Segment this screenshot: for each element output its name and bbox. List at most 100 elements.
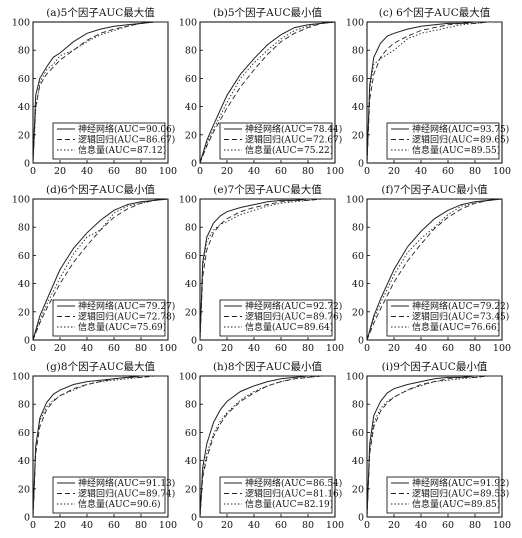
legend-label: 神经网络(AUC=92.72) [245,300,342,312]
y-tick-label: 100 [179,195,197,206]
roc-curve-series-3 [32,375,168,518]
roc-curve-series-3 [199,21,336,164]
x-tick-label: 80 [469,343,481,354]
y-tick-label: 60 [185,251,197,262]
legend-label: 逻辑回归(AUC=86.67) [78,134,175,146]
x-tick-label: 60 [108,343,120,354]
y-tick-label: 80 [185,400,197,411]
y-tick-label: 40 [18,102,30,113]
roc-curve-series-3 [199,198,335,341]
y-tick-label: 40 [185,102,197,113]
legend-label: 信息量(AUC=89.85) [412,498,500,510]
x-tick-label: 80 [302,343,314,354]
x-tick-label: 60 [275,520,287,531]
y-tick-label: 0 [358,336,364,347]
roc-panel-5: (e)7个因子AUC最大值 0 20 40 60 80 100 0 20 40 60 80 100 神经网… [179,183,344,354]
legend: 神经网络(AUC=91.13)逻辑回归(AUC=89.74)信息量(AUC=90… [52,476,175,514]
x-tick-label: 60 [442,166,454,177]
legend-label: 逻辑回归(AUC=81.16) [245,488,342,500]
roc-curve-series-1 [366,375,502,518]
legend-label: 神经网络(AUC=90.06) [78,123,175,135]
y-tick-label: 80 [185,46,197,57]
x-tick-label: 80 [135,343,147,354]
y-tick-label: 100 [12,195,30,206]
x-tick-label: 100 [159,520,177,531]
legend-label: 神经网络(AUC=86.54) [245,477,342,489]
legend-label: 信息量(AUC=82.19) [245,498,333,510]
y-tick-label: 60 [352,74,364,85]
roc-curve-series-1 [366,21,502,164]
x-tick-label: 40 [248,343,260,354]
y-tick-label: 20 [185,307,197,318]
legend: 神经网络(AUC=92.72)逻辑回归(AUC=89.76)信息量(AUC=89… [219,299,342,337]
legend-label: 逻辑回归(AUC=72.67) [245,134,342,146]
legend-label: 逻辑回归(AUC=72.78) [78,311,175,323]
legend: 神经网络(AUC=91.92)逻辑回归(AUC=89.53)信息量(AUC=89… [386,476,509,514]
y-tick-label: 40 [185,456,197,467]
y-tick-label: 0 [358,159,364,170]
x-tick-label: 60 [108,520,120,531]
x-tick-label: 100 [493,166,511,177]
y-tick-label: 40 [352,279,364,290]
x-tick-label: 0 [30,166,36,177]
x-tick-label: 20 [221,343,233,354]
roc-curve-series-2 [32,21,168,164]
plot-frame [366,375,503,518]
panel-title: (d)6个因子AUC最小值 [46,183,156,196]
x-tick-label: 60 [442,343,454,354]
y-tick-label: 20 [18,484,30,495]
roc-panel-8: (h)8个因子AUC最小值 0 20 40 60 80 100 0 20 40 60 80 100 神经网… [179,360,344,531]
x-tick-label: 80 [135,520,147,531]
x-tick-label: 60 [108,166,120,177]
y-tick-label: 60 [18,251,30,262]
panel-title: (g)8个因子AUC最大值 [46,360,156,373]
roc-curve-series-2 [366,21,502,164]
legend: 神经网络(AUC=90.06)逻辑回归(AUC=86.67)信息量(AUC=87… [52,122,175,160]
x-tick-label: 0 [364,343,370,354]
x-tick-label: 0 [30,343,36,354]
panel-title: (c) 6个因子AUC最大值 [379,6,491,19]
y-tick-label: 0 [24,513,30,524]
x-tick-label: 100 [326,520,344,531]
legend: 神经网络(AUC=86.54)逻辑回归(AUC=81.16)信息量(AUC=82… [219,476,342,514]
x-tick-label: 0 [197,166,203,177]
x-tick-label: 0 [30,520,36,531]
y-tick-label: 40 [18,279,30,290]
x-tick-label: 100 [159,166,177,177]
y-tick-label: 80 [352,400,364,411]
legend-label: 神经网络(AUC=91.13) [78,477,175,489]
roc-panel-4: (d)6个因子AUC最小值 0 20 40 60 80 100 0 20 40 60 80 100 神经网… [12,183,177,354]
x-tick-label: 60 [275,166,287,177]
legend-label: 逻辑回归(AUC=89.76) [245,311,342,323]
legend: 神经网络(AUC=78.44)逻辑回归(AUC=72.67)信息量(AUC=75… [219,122,342,160]
legend-label: 逻辑回归(AUC=89.53) [412,488,509,500]
x-tick-label: 40 [81,343,93,354]
panel-title: (f)7个因子AUC最小值 [381,183,488,196]
roc-curve-series-3 [366,375,502,518]
panel-title: (b)5个因子AUC最小值 [213,6,323,19]
legend-label: 逻辑回归(AUC=89.65) [412,134,509,146]
legend-label: 信息量(AUC=75.69) [78,321,166,333]
y-tick-label: 80 [185,223,197,234]
y-tick-label: 0 [191,336,197,347]
legend-label: 神经网络(AUC=93.75) [412,123,509,135]
legend-label: 神经网络(AUC=79.27) [78,300,175,312]
x-tick-label: 100 [493,520,511,531]
panel-title: (a)5个因子AUC最大值 [46,6,155,19]
legend-label: 神经网络(AUC=78.44) [245,123,342,135]
x-tick-label: 0 [364,520,370,531]
roc-panel-7: (g)8个因子AUC最大值 0 20 40 60 80 100 0 20 40 60 80 100 神经网… [12,360,177,531]
x-tick-label: 20 [388,343,400,354]
x-tick-label: 20 [54,343,66,354]
x-tick-label: 40 [248,166,260,177]
y-tick-label: 40 [18,456,30,467]
roc-curve-series-2 [199,21,336,164]
x-tick-label: 100 [326,343,344,354]
y-tick-label: 20 [352,484,364,495]
panel-title: (e)7个因子AUC最大值 [213,183,322,196]
plot-frame [32,198,169,341]
x-tick-label: 0 [197,343,203,354]
y-tick-label: 0 [358,513,364,524]
legend-label: 神经网络(AUC=79.22) [412,300,509,312]
